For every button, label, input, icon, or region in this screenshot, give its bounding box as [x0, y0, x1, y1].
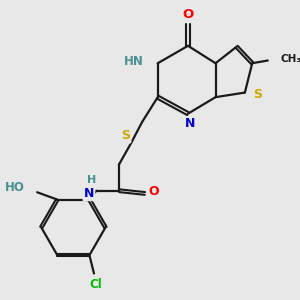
Text: HO: HO — [4, 181, 24, 194]
Text: H: H — [87, 175, 96, 185]
Text: O: O — [182, 8, 194, 21]
Text: N: N — [84, 187, 94, 200]
Text: O: O — [149, 185, 159, 198]
Text: Cl: Cl — [89, 278, 102, 291]
Text: N: N — [185, 117, 195, 130]
Text: CH₃: CH₃ — [280, 54, 300, 64]
Text: HN: HN — [124, 55, 144, 68]
Text: S: S — [253, 88, 262, 101]
Text: S: S — [121, 129, 130, 142]
